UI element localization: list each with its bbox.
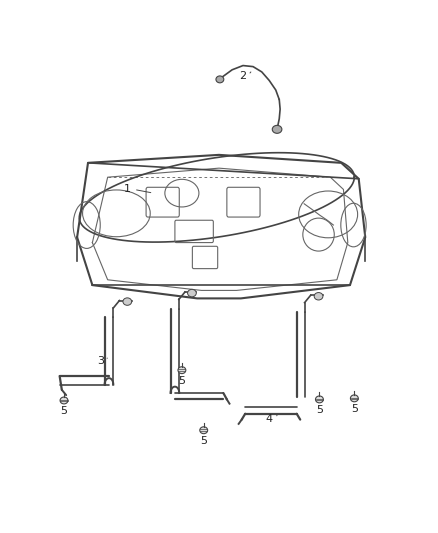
Ellipse shape bbox=[314, 293, 323, 300]
Ellipse shape bbox=[123, 298, 132, 305]
Text: 3: 3 bbox=[97, 356, 104, 366]
Text: 5: 5 bbox=[178, 376, 185, 386]
Ellipse shape bbox=[200, 427, 208, 434]
Text: 4: 4 bbox=[266, 414, 273, 424]
Text: 2: 2 bbox=[240, 71, 247, 81]
Ellipse shape bbox=[187, 289, 196, 297]
Text: 5: 5 bbox=[351, 404, 358, 414]
Ellipse shape bbox=[350, 395, 358, 402]
Ellipse shape bbox=[272, 125, 282, 133]
Text: 5: 5 bbox=[60, 406, 67, 416]
Ellipse shape bbox=[315, 396, 323, 403]
Text: 1: 1 bbox=[124, 184, 131, 195]
Ellipse shape bbox=[60, 397, 68, 404]
Ellipse shape bbox=[216, 76, 224, 83]
Text: 5: 5 bbox=[316, 405, 323, 415]
Text: 5: 5 bbox=[200, 436, 207, 446]
Ellipse shape bbox=[178, 367, 186, 374]
